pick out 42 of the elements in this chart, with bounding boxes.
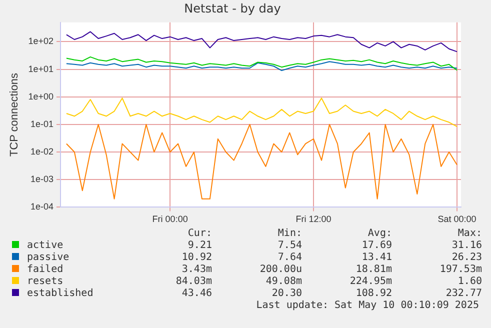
x-tick-label: Fri 00:00 [152, 214, 188, 224]
text: 10.92 [180, 252, 212, 264]
text: 43.46 [180, 288, 212, 300]
text: 49.08m [264, 276, 302, 288]
text: 1.60 [456, 276, 482, 288]
legend-label: active [26, 240, 64, 252]
text: 232.77 [444, 288, 482, 300]
y-tick-label: 1e+01 [28, 64, 54, 74]
text: 197.53m [438, 264, 482, 276]
y-tick-label: 1e+00 [28, 91, 54, 102]
text: 7.64 [276, 252, 302, 264]
text: 84.03m [174, 276, 212, 288]
legend-label: established [26, 288, 94, 300]
text: 200.00u [258, 264, 302, 276]
text: 20.30 [270, 288, 302, 300]
y-tick-label: 1e+02 [28, 36, 54, 46]
x-tick-label: Sat 00:00 [438, 214, 476, 224]
text: Cur: [186, 228, 212, 240]
text: Min: [276, 228, 302, 240]
y-tick-label: 1e-03 [30, 174, 54, 184]
legend-label: passive [26, 252, 70, 264]
text: 3.43m [180, 264, 212, 276]
text: Last update: Sat May 10 00:10:09 2025 [256, 300, 479, 311]
legend-label: failed [26, 264, 64, 276]
y-axis-title: TCP connections [8, 72, 21, 157]
text: 18.81m [354, 264, 392, 276]
text: Avg: [366, 228, 392, 240]
chart-title: Netstat - by day [184, 1, 281, 16]
text: 31.16 [450, 240, 482, 252]
text: 17.69 [360, 240, 392, 252]
x-tick-label: Fri 12:00 [296, 214, 332, 224]
text: 7.54 [276, 240, 302, 252]
y-tick-label: 1e-01 [30, 118, 54, 129]
y-tick-label: 1e-04 [30, 202, 54, 212]
text: 13.41 [360, 252, 392, 264]
text: 26.23 [450, 252, 482, 264]
text: 224.95m [348, 276, 392, 288]
text: Max: [456, 228, 482, 240]
y-tick-label: 1e-02 [30, 146, 54, 157]
legend-label: resets [26, 276, 64, 288]
text: 9.21 [186, 240, 212, 252]
text: 108.92 [354, 288, 392, 300]
